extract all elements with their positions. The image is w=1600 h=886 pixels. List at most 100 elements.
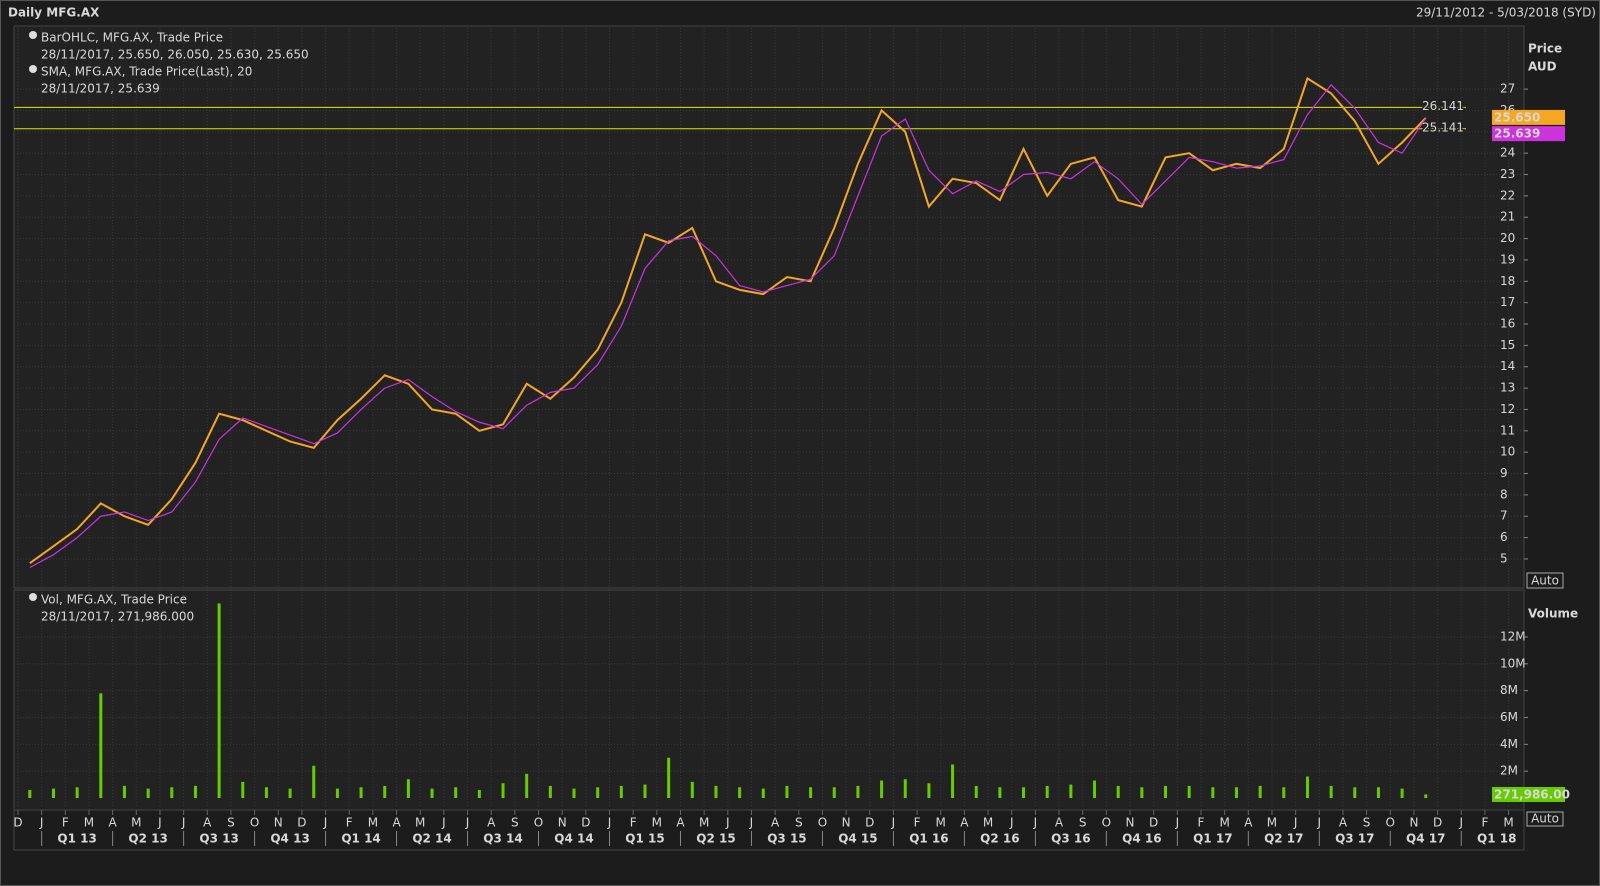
quarter-label: Q2 15 bbox=[696, 832, 735, 846]
volume-bar bbox=[572, 788, 576, 798]
volume-bar bbox=[193, 785, 197, 798]
auto-box[interactable] bbox=[1526, 572, 1564, 589]
y-tick-label: 6M bbox=[1500, 710, 1518, 724]
volume-bar bbox=[643, 784, 647, 798]
x-tick-label: A bbox=[1055, 816, 1064, 830]
x-tick-label: J bbox=[891, 816, 896, 830]
volume-bar bbox=[75, 787, 79, 798]
x-tick-label: J bbox=[725, 816, 730, 830]
volume-bar bbox=[1187, 785, 1191, 798]
y-tick-label: 17 bbox=[1500, 295, 1515, 309]
volume-panel bbox=[13, 589, 1525, 811]
y-tick-label: 19 bbox=[1500, 252, 1515, 266]
x-tick-label: M bbox=[652, 816, 662, 830]
volume-bar bbox=[1116, 785, 1120, 798]
x-tick-label: A bbox=[960, 816, 969, 830]
y-tick-label: 5 bbox=[1500, 551, 1508, 565]
quarter-label: Q4 14 bbox=[554, 832, 593, 846]
volume-bar bbox=[951, 764, 955, 798]
x-tick-label: F bbox=[914, 816, 921, 830]
x-tick-label: S bbox=[1079, 816, 1087, 830]
legend-name: SMA, MFG.AX, Trade Price(Last), 20 bbox=[41, 65, 252, 79]
y-tick-label: 14 bbox=[1500, 359, 1515, 373]
volume-bar bbox=[596, 787, 600, 798]
last-value-box bbox=[1492, 126, 1565, 142]
y-tick-label: 24 bbox=[1500, 146, 1515, 160]
quarter-label: Q4 13 bbox=[270, 832, 309, 846]
x-tick-label: J bbox=[607, 816, 612, 830]
volume-bar bbox=[761, 788, 765, 798]
volume-bar bbox=[974, 785, 978, 798]
x-tick-label: M bbox=[1219, 816, 1229, 830]
chart-title: Daily MFG.AX bbox=[8, 6, 100, 20]
volume-bar bbox=[1022, 787, 1026, 798]
x-tick-label: N bbox=[842, 816, 851, 830]
price-axis-unit: AUD bbox=[1528, 60, 1557, 74]
volume-bar bbox=[454, 787, 458, 798]
volume-bar bbox=[1376, 787, 1380, 798]
volume-bar bbox=[1093, 780, 1097, 798]
x-tick-label: S bbox=[511, 816, 519, 830]
volume-bar bbox=[714, 785, 718, 798]
volume-bar bbox=[170, 787, 174, 798]
x-tick-label: M bbox=[368, 816, 378, 830]
x-tick-label: J bbox=[323, 816, 328, 830]
quarter-label: Q2 14 bbox=[412, 832, 451, 846]
last-value-box bbox=[1492, 787, 1565, 802]
volume-bar bbox=[28, 789, 32, 798]
scale-mode[interactable]: Auto bbox=[1531, 574, 1559, 588]
x-tick-label: D bbox=[1433, 816, 1442, 830]
volume-bar bbox=[525, 773, 529, 798]
x-tick-label: D bbox=[581, 816, 590, 830]
x-tick-label: D bbox=[1149, 816, 1158, 830]
x-tick-label: A bbox=[676, 816, 685, 830]
x-tick-label: A bbox=[109, 816, 118, 830]
quarter-label: Q2 17 bbox=[1264, 832, 1303, 846]
x-tick-label: F bbox=[1198, 816, 1205, 830]
volume-bar bbox=[1234, 787, 1238, 798]
x-tick-label: F bbox=[62, 816, 69, 830]
x-tick-label: O bbox=[250, 816, 259, 830]
x-tick-label: J bbox=[1293, 816, 1298, 830]
y-tick-label: 9 bbox=[1500, 466, 1508, 480]
y-tick-label: 22 bbox=[1500, 188, 1515, 202]
x-tick-label: J bbox=[1458, 816, 1463, 830]
quarter-label: Q1 14 bbox=[341, 832, 380, 846]
volume-bar bbox=[785, 785, 789, 798]
volume-bar bbox=[1400, 788, 1404, 798]
volume-bar bbox=[1329, 785, 1333, 798]
y-tick-label: 18 bbox=[1500, 274, 1515, 288]
quarter-label: Q3 14 bbox=[483, 832, 522, 846]
auto-box[interactable] bbox=[1526, 811, 1564, 827]
last-value-box bbox=[1492, 109, 1565, 125]
volume-bar bbox=[312, 765, 316, 798]
quarter-label: Q1 13 bbox=[57, 832, 96, 846]
volume-bar bbox=[1069, 784, 1073, 798]
volume-bar bbox=[1164, 785, 1168, 798]
volume-bar bbox=[1211, 787, 1215, 798]
volume-bar bbox=[856, 785, 860, 798]
x-tick-label: N bbox=[558, 816, 567, 830]
volume-bar bbox=[880, 780, 884, 798]
date-range: 29/11/2012 - 5/03/2018 (SYD) bbox=[1416, 6, 1596, 20]
x-tick-label: O bbox=[1102, 816, 1111, 830]
horizontal-line-label: 26.141 bbox=[1422, 99, 1464, 113]
x-tick-label: O bbox=[1386, 816, 1395, 830]
horizontal-line-label: 25.141 bbox=[1422, 120, 1464, 134]
price-axis-title: Price bbox=[1528, 42, 1562, 56]
price-line bbox=[29, 76, 1427, 565]
x-tick-label: J bbox=[441, 816, 446, 830]
x-tick-label: O bbox=[534, 816, 543, 830]
volume-bar bbox=[264, 787, 268, 798]
scale-mode[interactable]: Auto bbox=[1531, 812, 1559, 826]
volume-bar bbox=[406, 779, 410, 798]
x-tick-label: F bbox=[346, 816, 353, 830]
volume-bar bbox=[903, 779, 907, 798]
volume-bar bbox=[1424, 794, 1428, 798]
y-tick-label: 10M bbox=[1500, 656, 1526, 670]
y-tick-label: 23 bbox=[1500, 167, 1515, 181]
volume-bar bbox=[477, 789, 481, 798]
x-tick-label: D bbox=[865, 816, 874, 830]
x-tick-label: J bbox=[1317, 816, 1322, 830]
